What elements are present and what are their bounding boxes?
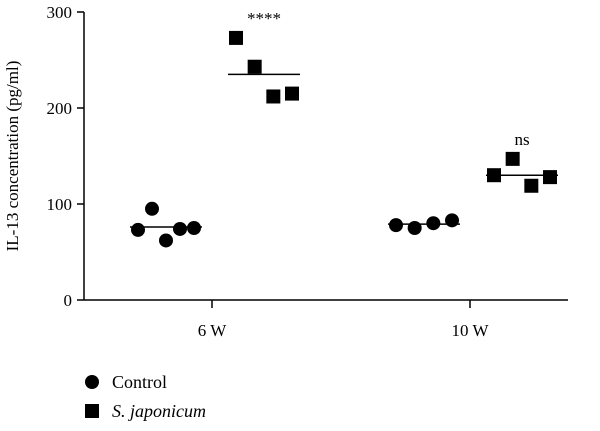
data-point-s-japonicum bbox=[285, 86, 299, 101]
legend-label-s-japonicum: S. japonicum bbox=[112, 401, 206, 421]
data-point-s-japonicum bbox=[266, 89, 281, 104]
data-point-control bbox=[159, 233, 173, 248]
significance-label: ns bbox=[514, 130, 529, 149]
x-tick-label: 10 W bbox=[452, 321, 490, 340]
data-point-control bbox=[145, 201, 159, 216]
data-point-control bbox=[407, 221, 422, 235]
x-tick-label: 6 W bbox=[198, 321, 227, 340]
data-point-control bbox=[131, 222, 145, 237]
significance-label: **** bbox=[247, 9, 281, 28]
y-tick-label: 300 bbox=[47, 3, 73, 22]
data-point-control bbox=[389, 218, 403, 233]
data-point-s-japonicum bbox=[229, 30, 243, 45]
legend-label-control: Control bbox=[112, 372, 167, 392]
y-axis-title: IL-13 concentration (pg/ml) bbox=[3, 61, 22, 252]
y-tick-label: 100 bbox=[47, 195, 73, 214]
data-point-control bbox=[187, 221, 201, 235]
data-point-s-japonicum bbox=[543, 170, 557, 185]
legend: Control S. japonicum bbox=[85, 372, 206, 421]
data-point-s-japonicum bbox=[247, 59, 262, 74]
legend-marker-control bbox=[85, 375, 99, 389]
legend-marker-s-japonicum bbox=[85, 404, 99, 418]
y-tick-label: 0 bbox=[64, 291, 73, 310]
data-point-s-japonicum bbox=[505, 151, 520, 166]
data-point-control bbox=[445, 213, 459, 228]
data-point-control bbox=[426, 216, 441, 231]
chart-marks: **** ns bbox=[130, 9, 558, 248]
axes: 0 100 200 300 IL-13 concentration (pg/ml) 6 W… bbox=[3, 3, 568, 340]
y-tick-label: 200 bbox=[47, 99, 73, 118]
data-point-s-japonicum bbox=[524, 178, 539, 193]
data-point-control bbox=[173, 221, 187, 236]
